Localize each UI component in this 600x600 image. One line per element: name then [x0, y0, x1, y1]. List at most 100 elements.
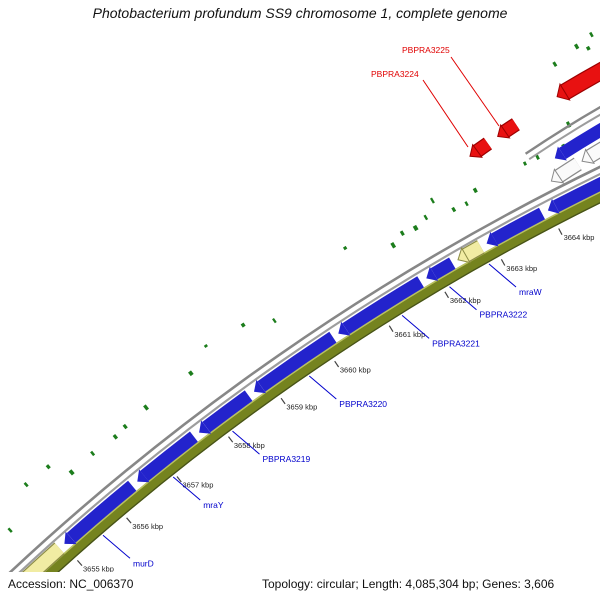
- gene-arrowhead[interactable]: [486, 231, 499, 247]
- corner-gene-blue[interactable]: [554, 112, 600, 161]
- orf-ring-shadow: [57, 202, 600, 572]
- ruler-tick: [228, 436, 234, 443]
- corner-gene-white[interactable]: [550, 157, 582, 184]
- gene-arrow-PBPRA3222[interactable]: [426, 257, 456, 281]
- gene-arrowhead[interactable]: [254, 379, 267, 394]
- ruler-tick-label: 3659 kbp: [286, 403, 317, 412]
- ruler-tick: [388, 325, 394, 333]
- footer-bar: Accession: NC_006370 Topology: circular;…: [0, 572, 600, 600]
- gene-arrow-PBPRA3224[interactable]: [469, 137, 493, 158]
- gc-dot: [585, 45, 591, 51]
- gene-arrow-murD[interactable]: [64, 480, 137, 545]
- gc-dot: [522, 161, 528, 166]
- gene-arrow-PBPRA3225[interactable]: [497, 118, 520, 139]
- gene-arrowhead[interactable]: [550, 168, 565, 184]
- gene-label-murD[interactable]: murD: [133, 558, 154, 568]
- gene-label-PBPRA3221[interactable]: PBPRA3221: [432, 338, 480, 348]
- gc-dot: [390, 242, 397, 249]
- gene-label-leader: [102, 534, 131, 559]
- gene-arrow[interactable]: [457, 240, 485, 264]
- gene-arrowhead[interactable]: [64, 531, 77, 545]
- red-labels: PBPRA3224 PBPRA3225: [371, 45, 500, 148]
- gene-arrow[interactable]: [0, 542, 65, 572]
- gc-dot: [90, 450, 96, 457]
- accession-text: Accession: NC_006370: [8, 577, 134, 591]
- ruler-tick: [280, 397, 286, 405]
- gc-dot: [112, 433, 119, 440]
- gc-dot: [45, 464, 51, 470]
- ruler-tick-label: 3663 kbp: [506, 264, 537, 273]
- orf-ring: [42, 191, 600, 572]
- gene-arrowhead[interactable]: [199, 420, 212, 434]
- gene-arrowhead[interactable]: [426, 266, 439, 281]
- gene-label-PBPRA3220[interactable]: PBPRA3220: [339, 399, 387, 409]
- gene-label-mraW[interactable]: mraW: [519, 287, 542, 297]
- gene-label-PBPRA3224[interactable]: PBPRA3224: [371, 69, 419, 79]
- gene-labels: murD mraY PBPRA3219 PBPRA3220 PBPRA3221 PBPRA…: [102, 263, 542, 568]
- gene-arrowhead[interactable]: [554, 146, 567, 161]
- corner-backbone-inner: [528, 113, 600, 161]
- corner-gene-red-large[interactable]: [556, 53, 600, 101]
- gene-arrowhead[interactable]: [497, 123, 511, 139]
- corner-backbone-outer: [524, 105, 600, 155]
- gene-arrow-PBPRA3221[interactable]: [338, 276, 424, 336]
- red-label-leader: [422, 79, 469, 148]
- ruler-tick: [76, 560, 83, 566]
- gene-arrow-mraY[interactable]: [137, 431, 198, 483]
- ruler-tick-label: 3660 kbp: [340, 366, 371, 375]
- gc-dot: [342, 245, 348, 251]
- ruler-tick: [334, 360, 340, 368]
- ruler-tick-label: 3664 kbp: [564, 233, 595, 242]
- gc-dot: [451, 206, 457, 213]
- gene-label-PBPRA3219[interactable]: PBPRA3219: [263, 454, 311, 464]
- gene-arrowhead[interactable]: [457, 246, 471, 264]
- gc-dot: [430, 197, 435, 204]
- gene-label-PBPRA3225[interactable]: PBPRA3225: [402, 45, 450, 55]
- gc-dot: [68, 469, 75, 476]
- gene-arrow-PBPRA3219[interactable]: [199, 390, 253, 434]
- gc-dot: [552, 61, 558, 68]
- gene-arrowhead[interactable]: [581, 148, 596, 164]
- gene-track: [0, 155, 600, 572]
- red-label-leader: [450, 56, 500, 127]
- gc-dot: [203, 343, 208, 349]
- gene-arrowhead[interactable]: [338, 321, 351, 336]
- ruler-tick-label: 3656 kbp: [132, 522, 163, 531]
- gc-dot: [240, 322, 246, 328]
- ruler-tick: [126, 517, 132, 524]
- gene-arrowhead[interactable]: [547, 198, 560, 214]
- ruler-tick: [558, 228, 563, 235]
- gc-dot: [535, 154, 540, 161]
- gc-dot: [23, 482, 29, 488]
- gc-content-plot: [7, 31, 594, 533]
- gene-arrow-PBPRA3220[interactable]: [254, 331, 337, 394]
- gene-arrow-mraW[interactable]: [486, 207, 546, 247]
- corner-gene-white[interactable]: [581, 127, 600, 164]
- gc-dot: [7, 527, 13, 533]
- gc-dot: [574, 43, 580, 50]
- gc-dot: [399, 230, 405, 236]
- backbone-inner-line: [18, 172, 600, 572]
- ruler-tick-label: 3657 kbp: [183, 481, 214, 490]
- gc-dot: [122, 423, 128, 430]
- gene-arrow[interactable]: [547, 155, 600, 214]
- gene-arrowhead[interactable]: [137, 469, 150, 483]
- gene-label-PBPRA3222[interactable]: PBPRA3222: [480, 310, 528, 320]
- gene-label-mraY[interactable]: mraY: [203, 500, 224, 510]
- gene-arrowhead[interactable]: [469, 143, 483, 158]
- gene-label-leader: [308, 375, 337, 400]
- topology-text: Topology: circular; Length: 4,085,304 bp…: [262, 577, 555, 591]
- backbone: [8, 165, 600, 572]
- gc-dot: [412, 224, 419, 232]
- gene-label-leader: [401, 315, 430, 339]
- gene-label-leader: [449, 286, 477, 311]
- ruler-tick-label: 3661 kbp: [394, 330, 425, 339]
- ruler-tick: [176, 476, 182, 483]
- ruler-tick-label: 3655 kbp: [83, 564, 114, 572]
- backbone-outer-line: [8, 165, 600, 572]
- gene-arrowhead[interactable]: [556, 82, 571, 101]
- gene-label-leader: [232, 430, 260, 455]
